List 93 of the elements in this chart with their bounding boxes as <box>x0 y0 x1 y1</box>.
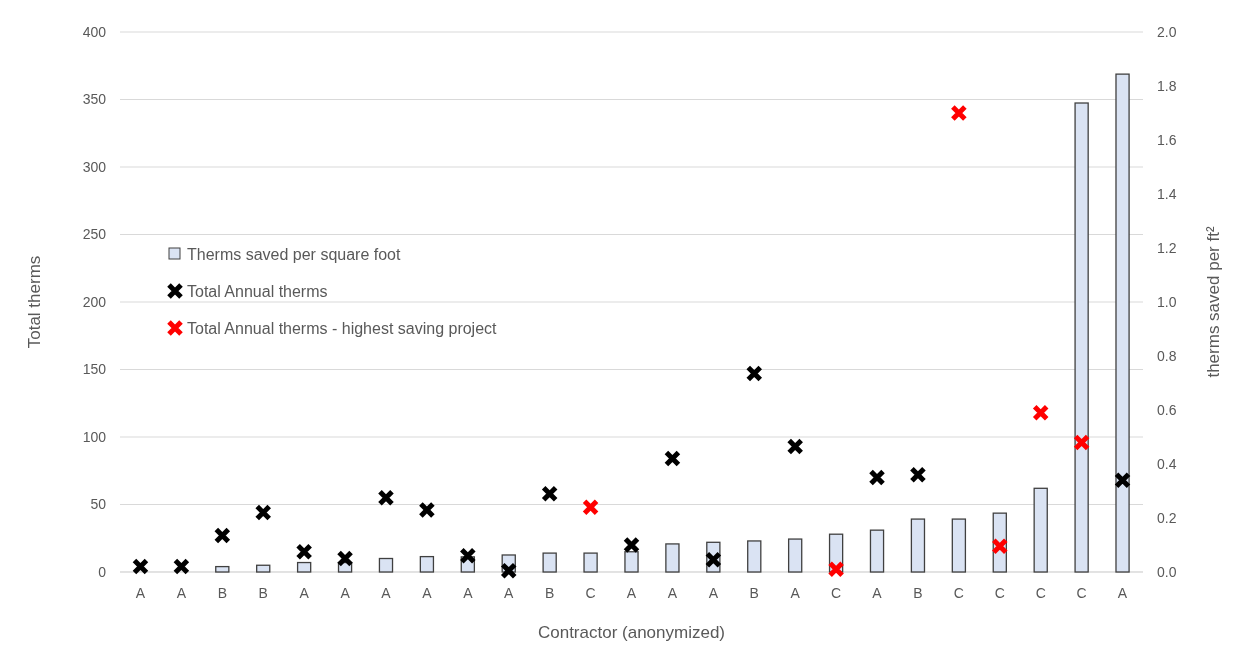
bar <box>747 540 762 573</box>
bar <box>951 518 967 573</box>
x-tick-label: C <box>953 585 964 601</box>
y-tick-label: 250 <box>82 226 107 243</box>
y2-tick-label: 1.6 <box>1157 131 1177 148</box>
point <box>418 501 436 519</box>
x-tick-label: A <box>626 585 637 601</box>
bar <box>910 518 926 573</box>
point <box>663 450 681 468</box>
point <box>623 536 640 554</box>
point <box>213 527 231 545</box>
point <box>868 469 886 486</box>
y-tick-label: 150 <box>82 361 107 378</box>
point <box>377 489 395 507</box>
x-tick-label: A <box>176 585 187 601</box>
x-tick-label: C <box>994 585 1005 601</box>
point <box>254 504 272 522</box>
point <box>827 560 845 578</box>
x-tick-label: A <box>340 585 351 601</box>
y2-tick-label: 0.2 <box>1157 509 1177 526</box>
point <box>295 543 313 561</box>
y2-tick-label: 0.6 <box>1157 401 1177 418</box>
legend-label: Total Annual therms <box>187 282 328 300</box>
bar <box>378 557 394 573</box>
x-tick-label: A <box>135 585 146 601</box>
x-tick-label: A <box>381 585 392 601</box>
y-tick-label: 200 <box>82 293 107 310</box>
y2-tick-label: 0.8 <box>1157 347 1177 364</box>
x-tick-label: C <box>1035 585 1046 601</box>
x-axis-title: Contractor (anonymized) <box>537 623 726 642</box>
bar <box>1074 102 1089 573</box>
x-tick-label: C <box>585 585 596 601</box>
bar <box>542 552 557 573</box>
bar <box>624 551 639 573</box>
x-tick-label: A <box>299 585 310 601</box>
bar <box>1115 73 1130 573</box>
point <box>786 437 804 455</box>
y2-axis-title: therms saved per ft² <box>1204 226 1223 378</box>
bar <box>419 555 435 573</box>
x-tick-label: A <box>872 585 883 601</box>
point <box>909 466 927 484</box>
y-tick-label: 50 <box>90 496 107 513</box>
x-tick-label: B <box>258 585 268 601</box>
y2-tick-label: 0.4 <box>1157 455 1177 472</box>
bar <box>665 543 680 573</box>
x-tick-label: B <box>217 585 227 601</box>
y-axis-title: Total therms <box>25 255 44 349</box>
x-tick-label: A <box>1117 585 1128 601</box>
point <box>131 558 149 576</box>
y2-tick-label: 1.4 <box>1157 185 1177 202</box>
y2-tick-label: 1.2 <box>1157 239 1177 256</box>
x-tick-label: B <box>913 585 923 601</box>
x-tick-label: B <box>544 585 555 601</box>
y2-tick-label: 0.0 <box>1157 563 1177 580</box>
x-tick-label: C <box>831 585 842 601</box>
x-tick-label: B <box>749 585 759 601</box>
y-tick-label: 0 <box>98 563 107 580</box>
point <box>991 537 1009 555</box>
x-tick-label: A <box>667 585 678 601</box>
bar <box>583 552 598 573</box>
bar <box>296 561 312 573</box>
x-tick-label: A <box>422 585 433 601</box>
x-tick-label: A <box>708 585 719 601</box>
point <box>172 558 190 576</box>
bar <box>1033 487 1048 573</box>
point <box>1073 433 1091 451</box>
x-tick-label: A <box>504 585 515 601</box>
bar <box>787 538 803 573</box>
legend-label: Therms saved per square foot <box>187 245 401 263</box>
y2-tick-label: 1.0 <box>1157 293 1177 310</box>
y-tick-label: 100 <box>82 428 107 445</box>
legend-label: Total Annual therms - highest saving project <box>187 319 498 337</box>
point <box>336 550 354 567</box>
point <box>459 547 477 565</box>
point <box>1114 471 1132 489</box>
y-tick-label: 350 <box>82 91 107 108</box>
point <box>950 104 968 122</box>
x-tick-label: A <box>463 585 474 601</box>
point <box>541 485 559 503</box>
bar <box>215 565 230 573</box>
y2-tick-label: 2.0 <box>1157 23 1177 40</box>
bar <box>869 529 885 573</box>
y-tick-label: 400 <box>82 23 107 40</box>
y-tick-label: 300 <box>82 158 107 175</box>
x-tick-label: A <box>790 585 801 601</box>
point <box>1032 404 1050 422</box>
x-tick-label: C <box>1076 585 1087 601</box>
bar <box>256 564 271 573</box>
point <box>745 365 763 383</box>
point <box>582 498 600 516</box>
y2-tick-label: 1.8 <box>1157 77 1177 94</box>
point <box>500 562 518 580</box>
point <box>704 551 722 569</box>
